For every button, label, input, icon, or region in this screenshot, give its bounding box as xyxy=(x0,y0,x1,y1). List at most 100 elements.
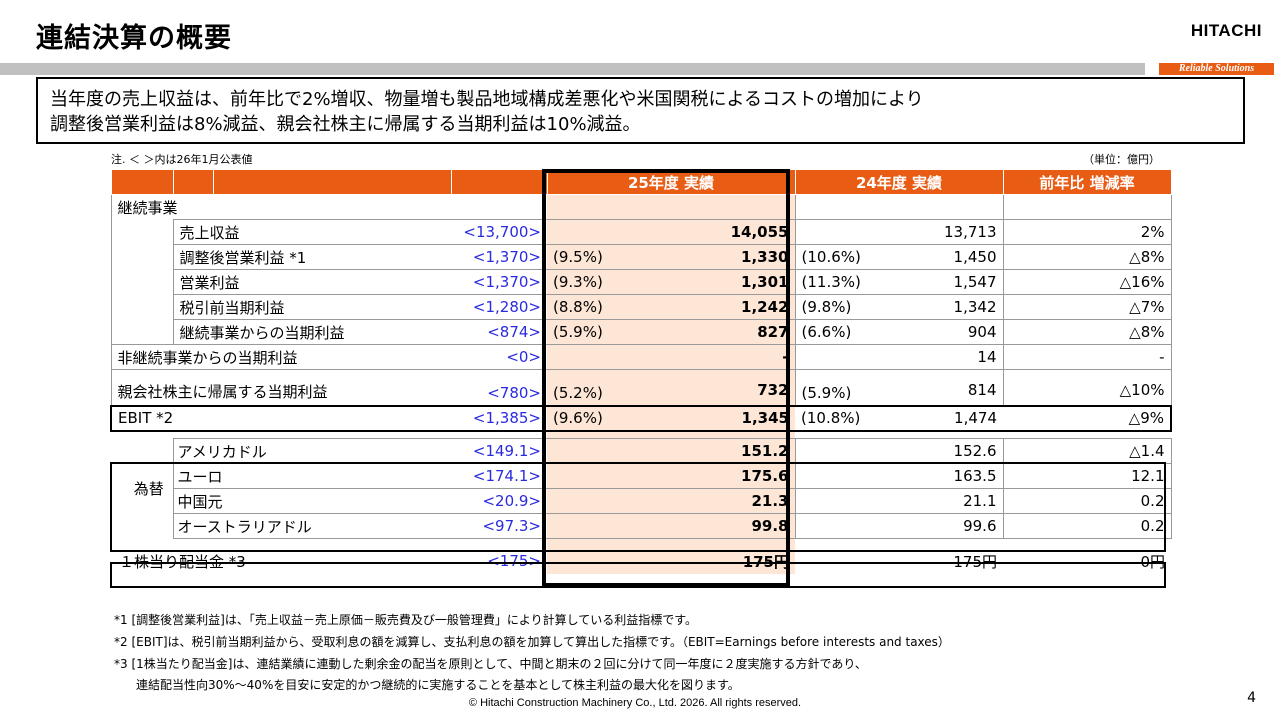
row-fy25-value: - xyxy=(671,344,795,370)
table-row-discontinued: 非継続事業からの当期利益 <0> - 14 - xyxy=(110,344,1172,370)
row-change: △1.4 xyxy=(1002,438,1172,464)
row-forecast: <149.1> xyxy=(451,438,547,464)
forecast-note: 注. ＜ ＞内は26年1月公表値 xyxy=(111,153,253,166)
header-divider xyxy=(0,63,1145,75)
row-label: 非継続事業からの当期利益 xyxy=(110,344,451,370)
table-row: 営業利益 <1,370> (9.3%) 1,301 (11.3%) 1,547 … xyxy=(110,269,1172,295)
row-fy25-value: 827 xyxy=(671,319,795,345)
row-fy25-margin: (5.2%) xyxy=(547,369,671,406)
row-change: 2% xyxy=(1002,219,1172,245)
row-change: △10% xyxy=(1002,369,1172,406)
row-forecast: <1,385> xyxy=(451,404,547,432)
row-fy24-margin: (10.6%) xyxy=(794,244,899,270)
row-label: オーストラリアドル xyxy=(172,513,451,539)
row-fy24-margin: (9.8%) xyxy=(794,294,899,320)
table-row-parent-profit: 親会社株主に帰属する当期利益 <780> (5.2%) 732 (5.9%) 8… xyxy=(110,369,1172,406)
row-label: アメリカドル xyxy=(172,438,451,464)
row-fy24-value: 152.6 xyxy=(899,438,1003,464)
row-change: △9% xyxy=(1003,404,1172,432)
row-forecast: <1,280> xyxy=(451,294,547,320)
tagline-badge: Reliable Solutions xyxy=(1159,63,1274,75)
results-table: 25年度 実績 24年度 実績 前年比 増減率 継続事業 売上収益 <13,70… xyxy=(110,169,1172,574)
row-fy24-value: 21.1 xyxy=(899,488,1003,514)
table-row: 売上収益 <13,700> 14,055 13,713 2% xyxy=(110,219,1172,245)
row-fy25-margin: (9.3%) xyxy=(547,269,671,295)
fx-section-border xyxy=(110,462,1166,552)
footnote-1: *1 [調整後営業利益]は、「売上収益－売上原価－販売費及び一般管理費」により計… xyxy=(114,613,698,627)
row-fy25-value: 151.2 xyxy=(671,438,795,464)
row-forecast: <780> xyxy=(451,369,547,406)
row-fy25-margin: (9.5%) xyxy=(547,244,671,270)
row-fy25-margin: (5.9%) xyxy=(547,319,671,345)
row-fy25-value: 175円 xyxy=(671,548,795,574)
unit-note: （単位：億円） xyxy=(1083,153,1160,166)
row-forecast: <97.3> xyxy=(451,513,547,539)
row-label: １株当り配当金 *3 xyxy=(119,552,246,571)
row-fy24-value: 1,547 xyxy=(899,269,1003,295)
row-fy25-value: 1,242 xyxy=(671,294,795,320)
row-fy24-value: 13,713 xyxy=(899,219,1003,245)
row-fy24-value: 1,450 xyxy=(899,244,1003,270)
row-change: △7% xyxy=(1002,294,1172,320)
row-fy25-value: 1,301 xyxy=(671,269,795,295)
table-row: 継続事業からの当期利益 <874> (5.9%) 827 (6.6%) 904 … xyxy=(110,319,1172,345)
row-fy25-value: 1,330 xyxy=(671,244,795,270)
footnote-3: *3 [1株当たり配当金]は、連結業績に連動した剰余金の配当を原則として、中間と… xyxy=(114,657,867,671)
row-forecast: <13,700> xyxy=(451,219,547,245)
row-change: △8% xyxy=(1002,244,1172,270)
row-fy24-margin: (5.9%) xyxy=(794,369,899,406)
row-label: EBIT *2 xyxy=(110,404,451,432)
row-forecast: <175> xyxy=(487,552,541,570)
row-fy24-value: 1,342 xyxy=(899,294,1003,320)
header-yoy-change: 前年比 増減率 xyxy=(1002,169,1172,195)
table-row: 税引前当期利益 <1,280> (8.8%) 1,242 (9.8%) 1,34… xyxy=(110,294,1172,320)
row-fy24-margin: (10.8%) xyxy=(795,404,899,432)
row-change: - xyxy=(1002,344,1172,370)
footnote-3-continued: 連結配当性向30%～40%を目安に安定的かつ継続的に実施することを基本として株主… xyxy=(136,678,740,692)
row-change: 0円 xyxy=(1140,552,1165,571)
row-fy25-value: 14,055 xyxy=(671,219,795,245)
row-fy24-margin: (6.6%) xyxy=(794,319,899,345)
row-fy24-value: 904 xyxy=(899,319,1003,345)
row-fy25-value: 732 xyxy=(671,369,795,406)
footnote-2: *2 [EBIT]は、税引前当期利益から、受取利息の額を減算し、支払利息の額を加… xyxy=(114,635,950,649)
row-label: 営業利益 xyxy=(172,269,451,295)
row-fy24-margin: (11.3%) xyxy=(794,269,899,295)
table-row-ebit: EBIT *2 <1,385> (9.6%) 1,345 (10.8%) 1,4… xyxy=(110,404,1172,432)
row-change: △8% xyxy=(1002,319,1172,345)
copyright-footer: © Hitachi Construction Machinery Co., Lt… xyxy=(468,697,802,709)
page-number: 4 xyxy=(1247,690,1256,706)
row-label: 調整後営業利益 *1 xyxy=(172,244,451,270)
row-fy25-margin: (8.8%) xyxy=(547,294,671,320)
row-fy24-value: 1,474 xyxy=(899,404,1003,432)
row-change: 0.2 xyxy=(1002,513,1172,539)
section-row-continuing: 継続事業 xyxy=(110,194,1172,220)
row-fy25-margin: (9.6%) xyxy=(547,404,671,432)
table-header-row: 25年度 実績 24年度 実績 前年比 増減率 xyxy=(110,169,1172,195)
row-fy24-value: 814 xyxy=(899,369,1003,406)
fx-row: 中国元 <20.9> 21.3 21.1 0.2 xyxy=(111,488,1172,514)
row-fy24-value: 175円 xyxy=(953,552,997,571)
fx-section-label: 為替 xyxy=(133,479,164,498)
row-fy25-value: 99.8 xyxy=(671,513,795,539)
header-fy25-actual: 25年度 実績 xyxy=(546,169,796,195)
table-row: 調整後営業利益 *1 <1,370> (9.5%) 1,330 (10.6%) … xyxy=(110,244,1172,270)
row-label: 税引前当期利益 xyxy=(172,294,451,320)
summary-box: 当年度の売上収益は、前年比で2%増収、物量増も製品地域構成差悪化や米国関税による… xyxy=(36,77,1245,144)
row-label: 中国元 xyxy=(172,488,451,514)
row-fy24-value: 99.6 xyxy=(899,513,1003,539)
row-label: 親会社株主に帰属する当期利益 xyxy=(110,369,451,406)
row-forecast: <1,370> xyxy=(451,269,547,295)
row-label: 継続事業からの当期利益 xyxy=(172,319,451,345)
hitachi-logo: HITACHI xyxy=(1190,21,1262,40)
row-forecast: <874> xyxy=(451,319,547,345)
row-forecast: <0> xyxy=(451,344,547,370)
row-change: △16% xyxy=(1002,269,1172,295)
row-fy25-value: 21.3 xyxy=(671,488,795,514)
header-fy24-actual: 24年度 実績 xyxy=(794,169,1004,195)
section-label-continuing: 継続事業 xyxy=(110,194,547,220)
row-fy24-value: 14 xyxy=(899,344,1003,370)
fx-row: 為替 アメリカドル <149.1> 151.2 152.6 △1.4 xyxy=(111,438,1172,498)
summary-line-2: 調整後営業利益は8%減益、親会社株主に帰属する当期利益は10%減益。 xyxy=(50,114,641,135)
page-title: 連結決算の概要 xyxy=(36,23,232,54)
